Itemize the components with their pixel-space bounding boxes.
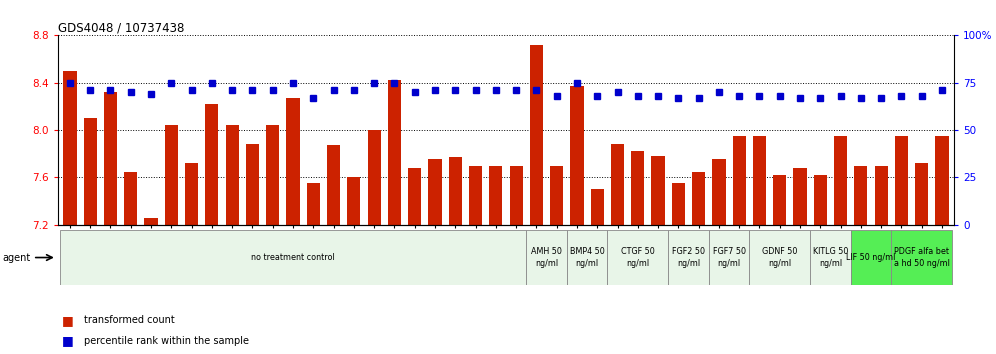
Bar: [530, 45, 543, 225]
Bar: [84, 118, 97, 225]
Bar: [571, 86, 584, 225]
Bar: [246, 144, 259, 225]
Bar: [266, 125, 279, 225]
Bar: [814, 175, 827, 225]
Bar: [749, 230, 810, 285]
Text: no treatment control: no treatment control: [251, 253, 335, 262]
Bar: [834, 136, 848, 225]
Bar: [60, 230, 526, 285]
Bar: [810, 230, 851, 285]
Bar: [851, 230, 891, 285]
Bar: [692, 172, 705, 225]
Bar: [567, 230, 608, 285]
Bar: [144, 218, 157, 225]
Bar: [753, 136, 766, 225]
Bar: [935, 136, 948, 225]
Bar: [489, 166, 502, 225]
Text: percentile rank within the sample: percentile rank within the sample: [84, 336, 249, 346]
Bar: [651, 156, 664, 225]
Bar: [428, 159, 441, 225]
Text: AMH 50
ng/ml: AMH 50 ng/ml: [531, 247, 562, 268]
Bar: [631, 152, 644, 225]
Text: FGF2 50
ng/ml: FGF2 50 ng/ml: [672, 247, 705, 268]
Bar: [287, 98, 300, 225]
Bar: [855, 166, 868, 225]
Bar: [124, 172, 137, 225]
Text: GDS4048 / 10737438: GDS4048 / 10737438: [58, 21, 184, 34]
Text: KITLG 50
ng/ml: KITLG 50 ng/ml: [813, 247, 849, 268]
Text: GDNF 50
ng/ml: GDNF 50 ng/ml: [762, 247, 798, 268]
Text: BMP4 50
ng/ml: BMP4 50 ng/ml: [570, 247, 605, 268]
Text: FGF7 50
ng/ml: FGF7 50 ng/ml: [712, 247, 746, 268]
Text: transformed count: transformed count: [84, 315, 174, 325]
Bar: [327, 145, 341, 225]
Bar: [709, 230, 749, 285]
Bar: [510, 166, 523, 225]
Bar: [894, 136, 908, 225]
Bar: [668, 230, 709, 285]
Bar: [368, 130, 380, 225]
Bar: [794, 168, 807, 225]
Bar: [550, 166, 564, 225]
Bar: [608, 230, 668, 285]
Bar: [64, 71, 77, 225]
Bar: [469, 166, 482, 225]
Bar: [348, 177, 361, 225]
Bar: [225, 125, 239, 225]
Bar: [773, 175, 787, 225]
Bar: [205, 104, 218, 225]
Text: PDGF alfa bet
a hd 50 ng/ml: PDGF alfa bet a hd 50 ng/ml: [893, 247, 949, 268]
Bar: [185, 163, 198, 225]
Text: agent: agent: [2, 252, 30, 263]
Bar: [408, 168, 421, 225]
Bar: [611, 144, 624, 225]
Bar: [915, 163, 928, 225]
Bar: [164, 125, 178, 225]
Bar: [874, 166, 887, 225]
Bar: [891, 230, 952, 285]
Bar: [448, 157, 462, 225]
Bar: [712, 159, 725, 225]
Bar: [671, 183, 685, 225]
Text: ■: ■: [62, 334, 74, 347]
Text: LIF 50 ng/ml: LIF 50 ng/ml: [847, 253, 895, 262]
Text: ■: ■: [62, 314, 74, 327]
Bar: [733, 136, 746, 225]
Bar: [387, 80, 401, 225]
Bar: [526, 230, 567, 285]
Bar: [307, 183, 320, 225]
Text: CTGF 50
ng/ml: CTGF 50 ng/ml: [621, 247, 654, 268]
Bar: [104, 92, 118, 225]
Bar: [591, 189, 604, 225]
